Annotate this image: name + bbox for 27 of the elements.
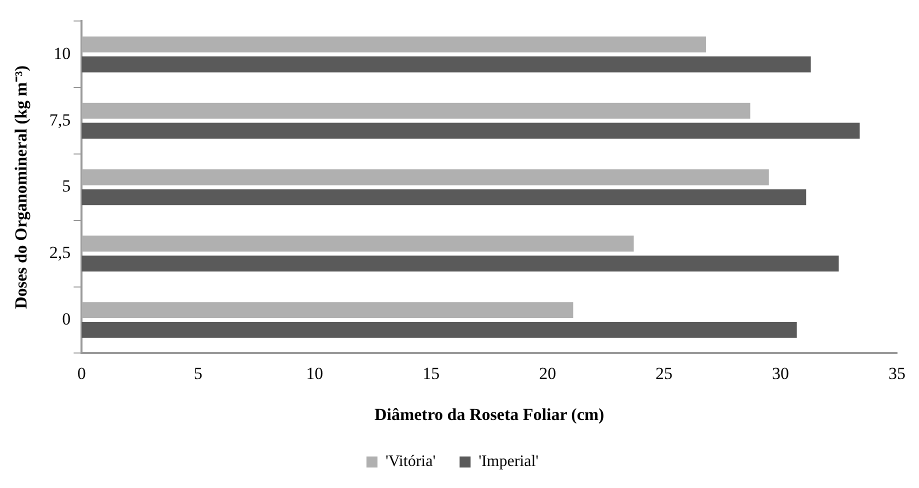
bar xyxy=(82,256,839,272)
bar xyxy=(82,122,860,139)
bar xyxy=(82,36,706,52)
x-tick-label: 25 xyxy=(656,364,673,383)
bar xyxy=(82,56,811,72)
legend-label: 'Imperial' xyxy=(478,453,539,470)
legend-label: 'Vitória' xyxy=(385,453,436,470)
y-tick-label: 2,5 xyxy=(49,243,71,262)
y-axis-title: Doses do Organomineral (kg m⁻³) xyxy=(12,65,31,309)
x-axis-title: Diâmetro da Roseta Foliar (cm) xyxy=(374,405,604,424)
bar xyxy=(82,102,750,119)
bar xyxy=(82,322,797,338)
y-tick-label: 10 xyxy=(54,44,71,63)
x-tick-label: 15 xyxy=(422,364,440,383)
bar xyxy=(82,236,634,252)
x-tick-label: 0 xyxy=(77,364,86,383)
x-tick-label: 10 xyxy=(306,364,324,383)
bar xyxy=(82,169,769,186)
x-tick-label: 30 xyxy=(772,364,790,383)
y-tick-label: 7,5 xyxy=(49,110,71,130)
x-tick-label: 20 xyxy=(539,364,556,383)
bar xyxy=(82,302,574,318)
x-tick-label: 5 xyxy=(194,364,202,383)
y-tick-label: 5 xyxy=(62,176,71,196)
bar xyxy=(82,189,806,206)
y-tick-label: 0 xyxy=(62,309,71,328)
x-tick-label: 35 xyxy=(888,364,906,383)
